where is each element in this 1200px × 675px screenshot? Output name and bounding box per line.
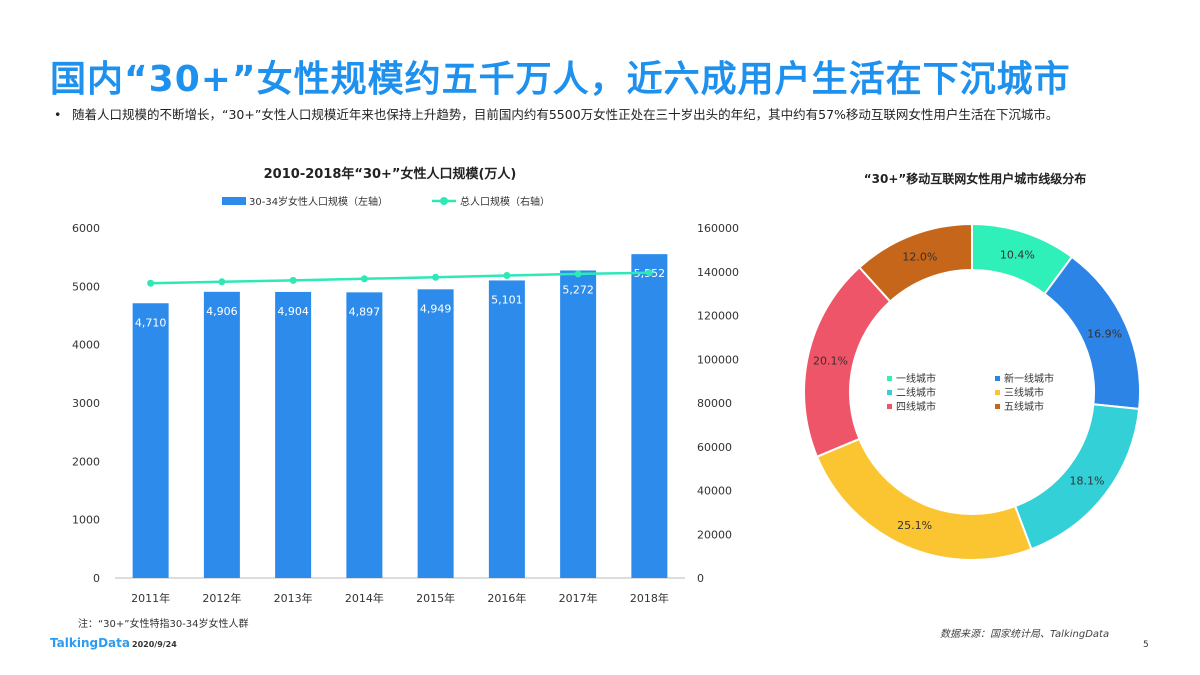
x-tick: 2017年 xyxy=(559,591,598,605)
legend-swatch xyxy=(995,390,1000,395)
y-right-tick: 0 xyxy=(697,572,704,585)
legend-label: 五线城市 xyxy=(1004,400,1044,413)
bar-chart-title: 2010-2018年“30+”女性人口规模(万人) xyxy=(263,167,517,182)
donut-slice xyxy=(815,437,1033,561)
legend-swatch xyxy=(887,390,892,395)
x-tick: 2013年 xyxy=(274,591,313,605)
legend-label: 一线城市 xyxy=(896,372,936,385)
line-point xyxy=(360,275,368,283)
y-right-tick: 80000 xyxy=(697,397,732,410)
slice-data-label: 18.1% xyxy=(1069,474,1104,487)
slice-data-label: 12.0% xyxy=(902,251,937,264)
x-tick: 2015年 xyxy=(416,591,455,605)
bar-data-label: 5,272 xyxy=(562,283,594,296)
y-left-tick: 3000 xyxy=(72,397,100,410)
legend-swatch xyxy=(995,376,1000,381)
y-left-tick: 4000 xyxy=(72,339,100,352)
x-tick: 2012年 xyxy=(202,591,241,605)
donut-slice xyxy=(857,222,973,303)
footnote: 注：“30+”女性特指30-34岁女性人群 xyxy=(78,619,249,630)
description: • 随着人口规模的不断增长，“30+”女性人口规模近年来也保持上升趋势，目前国内约… xyxy=(54,106,1110,123)
page-number: 5 xyxy=(1143,640,1149,650)
bar xyxy=(417,289,454,578)
y-right-tick: 120000 xyxy=(697,310,739,323)
legend-swatch xyxy=(887,376,892,381)
legend-label: 新一线城市 xyxy=(1004,372,1054,385)
line-point xyxy=(503,272,511,280)
y-right-tick: 100000 xyxy=(697,353,739,366)
legend-label: 四线城市 xyxy=(896,400,936,413)
x-tick: 2014年 xyxy=(345,591,384,605)
legend-swatch xyxy=(887,404,892,409)
slice-data-label: 10.4% xyxy=(1000,248,1035,261)
bar-data-label: 4,710 xyxy=(135,316,167,329)
slice-data-label: 25.1% xyxy=(897,519,932,532)
legend-swatch-bar xyxy=(222,197,246,205)
donut-chart: 10.4% 16.9% 18.1% 25.1% 20.1% 12.0% 一线城市 新一线城市二… xyxy=(803,222,1141,561)
slice-data-label: 16.9% xyxy=(1087,327,1122,340)
y-left-tick: 1000 xyxy=(72,514,100,527)
x-tick: 2018年 xyxy=(630,591,669,605)
y-right-tick: 60000 xyxy=(697,441,732,454)
y-left-tick: 2000 xyxy=(72,455,100,468)
y-right-tick: 20000 xyxy=(697,528,732,541)
bar-data-label: 5,101 xyxy=(491,293,523,306)
bullet-icon: • xyxy=(54,107,62,122)
y-left-tick: 5000 xyxy=(72,280,100,293)
bar-data-label: 4,904 xyxy=(277,305,309,318)
x-tick: 2016年 xyxy=(487,591,526,605)
y-right-tick: 40000 xyxy=(697,485,732,498)
line-point xyxy=(147,279,155,287)
legend-label: 总人口规模（右轴） xyxy=(460,195,550,208)
legend-label: 三线城市 xyxy=(1004,386,1044,399)
legend-label: 二线城市 xyxy=(896,386,936,399)
line-point xyxy=(645,269,653,277)
bar-data-label: 4,906 xyxy=(206,305,238,318)
donut-chart-title: “30+”移动互联网女性用户城市线级分布 xyxy=(863,172,1087,186)
legend-swatch xyxy=(995,404,1000,409)
line-point xyxy=(289,276,297,284)
bar xyxy=(203,291,240,578)
y-left-tick: 0 xyxy=(93,572,100,585)
y-right-tick: 160000 xyxy=(697,222,739,235)
date: 2020/9/24 xyxy=(132,640,177,649)
bar xyxy=(132,303,169,578)
y-left-tick: 6000 xyxy=(72,222,100,235)
bar xyxy=(275,291,312,578)
page-title: 国内“30+”女性规模约五千万人，近六成用户生活在下沉城市 xyxy=(50,59,1071,100)
slice-data-label: 20.1% xyxy=(813,354,848,367)
legend-marker xyxy=(440,197,448,205)
bar xyxy=(488,280,525,578)
logo: TalkingData xyxy=(50,636,130,650)
bar-chart: 0100020003000400050006000020000400006000… xyxy=(72,195,739,605)
bar xyxy=(560,270,597,578)
x-tick: 2011年 xyxy=(131,591,170,605)
y-right-tick: 140000 xyxy=(697,266,739,279)
bar xyxy=(631,254,668,578)
line-point xyxy=(574,270,582,278)
bar-data-label: 4,949 xyxy=(420,302,452,315)
bar xyxy=(346,292,383,578)
description-text: 随着人口规模的不断增长，“30+”女性人口规模近年来也保持上升趋势，目前国内约有… xyxy=(72,107,1059,122)
line-series xyxy=(150,271,650,285)
line-point xyxy=(432,273,440,281)
legend-label: 30-34岁女性人口规模（左轴） xyxy=(249,195,388,208)
data-source: 数据来源：国家统计局、TalkingData xyxy=(940,629,1110,640)
bar-data-label: 4,897 xyxy=(349,305,381,318)
line-point xyxy=(218,278,226,286)
